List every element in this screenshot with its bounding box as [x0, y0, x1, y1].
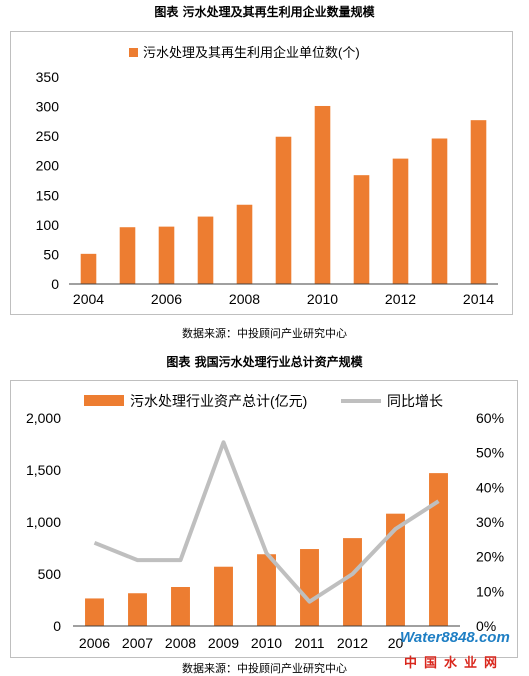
x-tick-label: 2010 [307, 291, 338, 307]
x-tick-label: 2008 [229, 291, 260, 307]
legend-swatch-bar [84, 395, 124, 406]
x-tick-label: 2011 [294, 635, 324, 651]
bar [158, 226, 175, 284]
chart1-caption: 图表 污水处理及其再生利用企业数量规模 [154, 5, 375, 19]
chart2-source: 数据来源：中投顾问产业研究中心 [182, 662, 347, 675]
y-tick-label: 1,500 [26, 462, 61, 478]
x-tick-label: 2006 [79, 635, 110, 651]
x-tick-label: 20 [388, 635, 404, 651]
y2-tick-label: 30% [476, 514, 504, 530]
y-tick-label: 150 [36, 187, 60, 203]
bar [197, 216, 214, 284]
chart2-panel: 0 500 1,000 1,500 2,000 0% 10% 20% 30% 40% 50% 60% 2… [10, 380, 518, 658]
bar [392, 158, 409, 284]
legend-label-bar: 污水处理行业资产总计(亿元) [130, 393, 307, 409]
y-tick-label: 250 [36, 128, 60, 144]
x-tick-label: 2010 [251, 635, 282, 651]
bar [343, 538, 362, 626]
x-tick-label: 2009 [208, 635, 239, 651]
bar [353, 175, 370, 284]
y-tick-label: 0 [53, 618, 61, 634]
chart2-svg: 0 500 1,000 1,500 2,000 0% 10% 20% 30% 40% 50% 60% 2… [26, 393, 504, 651]
y-tick-label: 100 [36, 217, 60, 233]
x-tick-label: 2006 [151, 291, 182, 307]
legend-label-line: 同比增长 [387, 393, 443, 409]
bar [214, 566, 233, 626]
y-tick-label: 200 [36, 158, 60, 174]
x-tick-label: 2008 [165, 635, 196, 651]
y2-tick-label: 40% [476, 479, 504, 495]
y2-tick-label: 20% [476, 549, 504, 565]
watermark-site: 中国水业网 [404, 656, 505, 671]
bar [431, 138, 448, 284]
x-tick-label: 2012 [337, 635, 368, 651]
bar [275, 136, 292, 284]
y-tick-label: 500 [38, 566, 62, 582]
x-tick-label: 2004 [73, 291, 104, 307]
y-tick-label: 0 [51, 276, 59, 292]
bar [300, 549, 319, 626]
chart1-source: 数据来源：中投顾问产业研究中心 [182, 327, 347, 340]
bar [257, 554, 276, 626]
y-tick-label: 50 [43, 246, 59, 262]
legend-label: 污水处理及其再生利用企业单位数(个) [143, 45, 360, 60]
y2-tick-label: 50% [476, 445, 504, 461]
x-tick-label: 2012 [385, 291, 416, 307]
growth-line [93, 440, 440, 604]
bar [386, 513, 405, 626]
bar [171, 587, 190, 626]
y-tick-label: 350 [36, 69, 60, 85]
chart1-svg: 0 50 100 150 200 250 300 350 2004 2006 2008 2010 201… [36, 45, 498, 307]
bar [470, 120, 487, 284]
bar [236, 204, 253, 284]
legend-swatch [129, 48, 138, 57]
bar [80, 253, 97, 284]
chart2-caption: 图表 我国污水处理行业总计资产规模 [166, 355, 363, 369]
y2-tick-label: 10% [476, 583, 504, 599]
bar [85, 598, 104, 626]
x-tick-label: 2007 [122, 635, 153, 651]
y2-tick-label: 60% [476, 410, 504, 426]
y2-tick-label: 0% [476, 618, 496, 634]
y-tick-label: 1,000 [26, 514, 61, 530]
bar [119, 227, 136, 284]
bar [314, 105, 331, 284]
bar [128, 593, 147, 626]
y-tick-label: 2,000 [26, 410, 61, 426]
y-tick-label: 300 [36, 99, 60, 115]
bar [429, 473, 448, 626]
chart1-panel: 0 50 100 150 200 250 300 350 2004 2006 2008 2010 201… [10, 31, 513, 315]
x-tick-label: 2014 [463, 291, 494, 307]
watermark-brand: Water8848.com [400, 629, 510, 646]
